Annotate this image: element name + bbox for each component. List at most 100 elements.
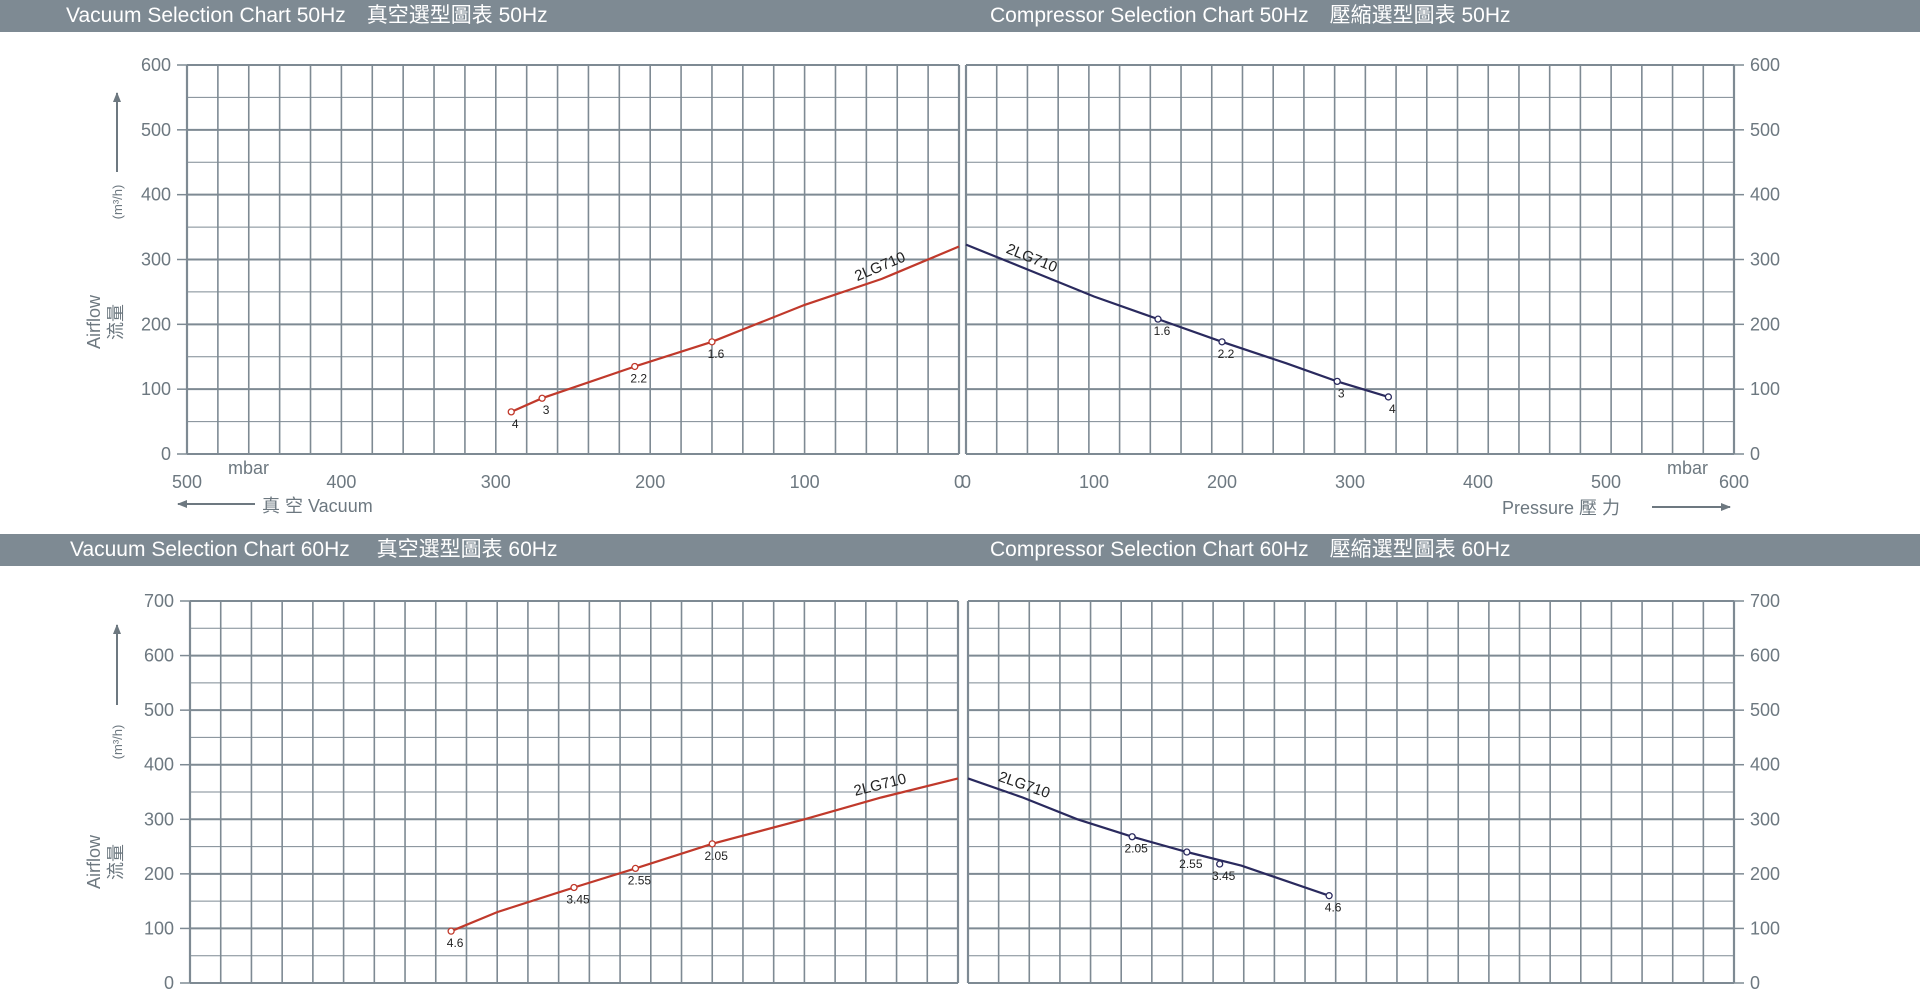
- chart1-point-label: 1.6: [708, 347, 725, 361]
- chart1-ytick-label: 600: [141, 55, 171, 75]
- chart3-ytick-label: 100: [144, 918, 174, 938]
- chart4-ytick-label: 700: [1750, 591, 1780, 611]
- pressure-axis-label: Pressure 壓 力: [1502, 498, 1620, 518]
- chart3-data-point: [447, 927, 455, 935]
- vacuum-50hz-title: Vacuum Selection Chart 50Hz 真空選型圖表 50Hz: [66, 4, 548, 27]
- chart4-point-label: 2.55: [1179, 857, 1203, 871]
- header-band-60hz: Vacuum Selection Chart 60Hz 真空選型圖表 60Hz …: [0, 534, 1920, 566]
- chart4-ytick-label: 600: [1750, 646, 1780, 666]
- airflow-zh-label-top: 流量: [106, 304, 126, 340]
- chart2-point-label: 4: [1389, 402, 1396, 416]
- airflow-label-top: Airflow: [84, 294, 104, 349]
- chart3-data-point: [570, 883, 578, 892]
- chart1-xtick-label: 0: [954, 472, 964, 492]
- chart1-xtick-label: 500: [172, 472, 202, 492]
- header-band-50hz: Vacuum Selection Chart 50Hz 真空選型圖表 50Hz …: [0, 0, 1920, 32]
- unit-right-top: mbar: [1667, 458, 1708, 478]
- chart3-data-point: [708, 840, 716, 848]
- chart1-xtick-label: 100: [790, 472, 820, 492]
- chart4-point-label: 2.05: [1124, 842, 1148, 856]
- vacuum-axis-label: 真 空 Vacuum: [262, 496, 373, 516]
- chart1-ytick-label: 200: [141, 314, 171, 334]
- chart1-xtick-label: 200: [635, 472, 665, 492]
- unit-left-top: mbar: [228, 458, 269, 478]
- chart4-ytick-label: 300: [1750, 809, 1780, 829]
- chart2-ytick-label: 100: [1750, 379, 1780, 399]
- chart2-xtick-label: 600: [1719, 472, 1749, 492]
- chart2-data-point: [1154, 315, 1162, 323]
- chart1-ytick-label: 500: [141, 120, 171, 140]
- chart3-series-line: [450, 777, 959, 933]
- chart1-ytick-label: 0: [161, 444, 171, 464]
- chart2-point-label: 3: [1338, 386, 1345, 400]
- chart4-ytick-label: 400: [1750, 755, 1780, 775]
- chart2-xtick-label: 400: [1463, 472, 1493, 492]
- chart3-ytick-label: 0: [164, 973, 174, 990]
- chart3-point-label: 3.45: [566, 893, 590, 907]
- chart1-series-line: [510, 245, 960, 413]
- chart1-point-label: 3: [543, 403, 550, 417]
- chart1-ytick-label: 300: [141, 250, 171, 270]
- chart1-ytick-label: 400: [141, 185, 171, 205]
- chart2-xtick-label: 100: [1079, 472, 1109, 492]
- pressure-direction: Pressure 壓 力: [1502, 498, 1731, 518]
- chart4-ytick-label: 200: [1750, 864, 1780, 884]
- chart3-ytick-label: 600: [144, 646, 174, 666]
- chart3-series-name: 2LG710: [852, 770, 908, 799]
- chart2-xtick-label: 300: [1335, 472, 1365, 492]
- airflow-zh-label-bottom: 流量: [106, 844, 126, 880]
- chart3-point-label: 2.05: [705, 849, 729, 863]
- chart2-ytick-label: 0: [1750, 444, 1760, 464]
- vacuum-direction: 真 空 Vacuum: [177, 496, 373, 516]
- chart2-data-point: [1218, 338, 1226, 346]
- airflow-axis-label-bottom: (m³/h) Airflow 流量: [84, 624, 126, 889]
- chart2-ytick-label: 600: [1750, 55, 1780, 75]
- airflow-label-bottom: Airflow: [84, 834, 104, 889]
- chart2-ytick-label: 300: [1750, 250, 1780, 270]
- chart2-point-label: 2.2: [1218, 347, 1235, 361]
- chart3-point-label: 4.6: [447, 936, 464, 950]
- chart2-data-point: [1333, 377, 1341, 386]
- compressor-60hz-title: Compressor Selection Chart 60Hz 壓縮選型圖表 6…: [990, 538, 1511, 561]
- chart4-data-point: [1183, 848, 1191, 856]
- chart4-point-label: 3.45: [1212, 869, 1236, 883]
- chart4-data-point: [1128, 833, 1136, 841]
- chart4-data-point: [1325, 892, 1333, 900]
- chart1-point-label: 2.2: [630, 371, 647, 385]
- chart3-ytick-label: 400: [144, 755, 174, 775]
- chart1-data-point: [507, 408, 515, 416]
- chart2-xtick-label: 500: [1591, 472, 1621, 492]
- chart1-xtick-label: 400: [326, 472, 356, 492]
- chart1-ytick-label: 100: [141, 379, 171, 399]
- chart3-data-point: [631, 864, 640, 873]
- chart2-series-line: [965, 243, 1389, 398]
- chart1-data-point: [708, 338, 716, 346]
- chart2-point-label: 1.6: [1154, 324, 1171, 338]
- airflow-unit-top: (m³/h): [110, 185, 125, 220]
- chart2-xtick-label: 200: [1207, 472, 1237, 492]
- chart2-ytick-label: 500: [1750, 120, 1780, 140]
- chart-grids: [185, 64, 1736, 984]
- chart1-data-point: [631, 362, 639, 371]
- chart3-ytick-label: 200: [144, 864, 174, 884]
- compressor-50hz-title: Compressor Selection Chart 50Hz 壓縮選型圖表 5…: [990, 4, 1511, 27]
- chart2-xtick-label: 0: [961, 472, 971, 492]
- chart4-ytick-label: 0: [1750, 973, 1760, 990]
- chart3-point-label: 2.55: [628, 873, 652, 887]
- chart2-ytick-label: 200: [1750, 314, 1780, 334]
- chart4-ytick-label: 100: [1750, 918, 1780, 938]
- chart1-point-label: 4: [512, 417, 519, 431]
- airflow-axis-label-top: (m³/h) Airflow 流量: [84, 92, 126, 349]
- airflow-unit-bottom: (m³/h): [110, 725, 125, 760]
- chart1-data-point: [538, 394, 546, 402]
- chart3-ytick-label: 700: [144, 591, 174, 611]
- vacuum-60hz-title: Vacuum Selection Chart 60Hz 真空選型圖表 60Hz: [70, 538, 558, 561]
- chart3-ytick-label: 300: [144, 809, 174, 829]
- chart4-ytick-label: 500: [1750, 700, 1780, 720]
- chart2-data-point: [1384, 393, 1393, 401]
- chart4-data-point: [1216, 860, 1224, 868]
- chart4-point-label: 4.6: [1325, 901, 1342, 915]
- chart2-ytick-label: 400: [1750, 185, 1780, 205]
